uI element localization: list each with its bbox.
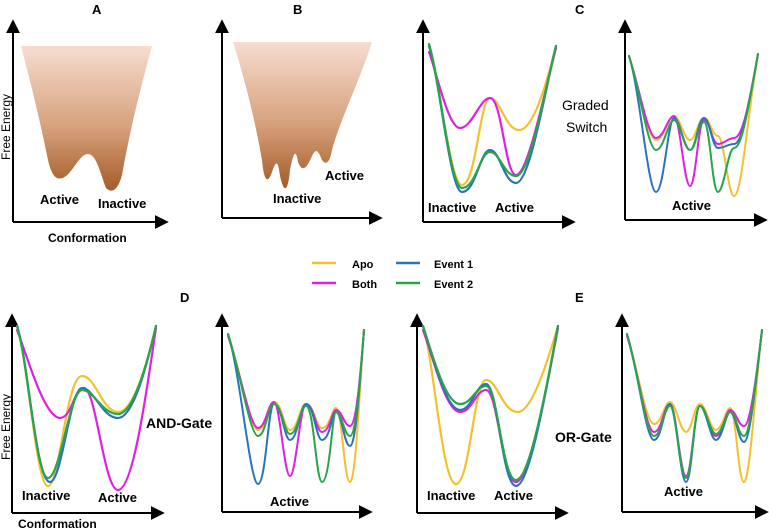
legend-label-event1: Event 1 <box>434 259 473 271</box>
panel-b: Active Inactive <box>215 19 383 225</box>
state-label-active-c2: Active <box>672 198 711 213</box>
switch-label-and-gate: AND-Gate <box>146 415 212 431</box>
state-label-inactive-b: Inactive <box>273 191 321 206</box>
y-axis-label-a: Free Energy <box>0 94 13 160</box>
panel-a: Free Energy Conformation Active Inactive <box>0 19 169 245</box>
curve-event2-e1 <box>421 324 560 482</box>
panel-e-left: Inactive Active <box>410 313 569 520</box>
panel-label-c: C <box>575 2 585 17</box>
state-label-active-c: Active <box>495 200 534 215</box>
curve-event1-e1 <box>421 324 560 488</box>
curve-both-c2 <box>628 53 759 188</box>
state-label-active-a: Active <box>40 192 79 207</box>
panel-label-a: A <box>92 2 102 17</box>
legend-label-apo: Apo <box>352 259 374 271</box>
switch-label-graded-1: Graded <box>562 97 609 113</box>
panel-d-right: Active <box>215 313 373 519</box>
x-axis-label-d: Conformation <box>18 517 97 530</box>
curve-event2-c2 <box>628 53 759 194</box>
state-label-inactive-e: Inactive <box>427 488 475 503</box>
state-label-inactive-a: Inactive <box>98 196 146 211</box>
curve-both-e2 <box>626 329 763 478</box>
funnel-a <box>21 46 152 191</box>
panel-label-b: B <box>293 2 302 17</box>
state-label-active-d2: Active <box>270 494 309 509</box>
funnel-b <box>233 42 372 189</box>
curve-event1-d2 <box>227 329 365 486</box>
curve-both-d1 <box>15 326 158 492</box>
curve-apo-e1 <box>421 324 560 486</box>
panel-e-right: Active <box>615 313 769 519</box>
curve-event2-d1 <box>15 324 158 480</box>
curve-event2-d2 <box>227 329 365 484</box>
curve-apo-c1 <box>427 44 558 187</box>
curve-event2-c1 <box>427 42 558 190</box>
legend-label-event2: Event 2 <box>434 279 473 291</box>
curve-apo-d1 <box>15 324 158 488</box>
state-label-active-b: Active <box>325 168 364 183</box>
legend: Apo Both Event 1 Event 2 <box>312 259 473 291</box>
curve-event1-c1 <box>427 44 558 194</box>
legend-label-both: Both <box>352 279 377 291</box>
state-label-inactive-d: Inactive <box>22 488 70 503</box>
x-axis-label-a: Conformation <box>48 231 127 245</box>
state-label-active-e2: Active <box>664 484 703 499</box>
panel-c-left: Inactive Active <box>416 19 576 229</box>
y-axis-label-d: Free Energy <box>0 394 13 460</box>
curve-apo-e2 <box>626 329 763 484</box>
state-label-active-d: Active <box>98 490 137 505</box>
panel-c-right: Active <box>618 19 768 227</box>
switch-label-or-gate: OR-Gate <box>555 429 612 445</box>
curve-both-c1 <box>427 46 558 177</box>
state-label-inactive-c: Inactive <box>428 200 476 215</box>
state-label-active-e: Active <box>494 488 533 503</box>
curve-event2-e2 <box>626 329 763 480</box>
panel-label-e: E <box>575 290 584 305</box>
panel-label-d: D <box>180 290 189 305</box>
panel-d-left: Free Energy Conformation Inactive Active <box>0 313 165 530</box>
switch-label-graded-2: Switch <box>566 119 607 135</box>
curve-both-e1 <box>421 326 560 484</box>
curve-event1-e2 <box>626 329 763 484</box>
